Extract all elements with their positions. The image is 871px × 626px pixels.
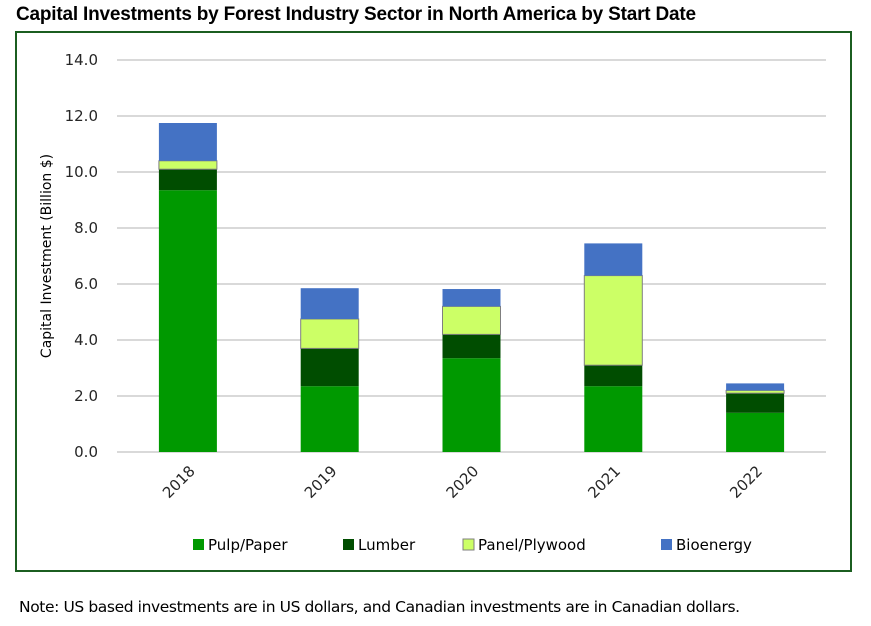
x-tick-label: 2019 [301, 462, 341, 502]
bar-pulp-paper-2021 [584, 386, 643, 452]
bar-panel-plywood-2018 [158, 160, 218, 170]
x-tick-label: 2022 [726, 462, 766, 502]
y-tick-label: 8.0 [74, 219, 98, 237]
bar-bioenergy-2019 [300, 288, 359, 319]
bar-pulp-paper-2018 [158, 190, 217, 452]
y-tick-label: 10.0 [65, 163, 98, 181]
bars [158, 123, 785, 452]
bar-panel-plywood-2022 [725, 389, 785, 394]
bar-lumber-2020 [442, 334, 501, 359]
chart-frame [15, 31, 852, 572]
legend-label: Lumber [358, 536, 416, 554]
legend-swatch [343, 539, 354, 550]
chart-title: Capital Investments by Forest Industry S… [16, 4, 696, 25]
bar-bioenergy-2022 [726, 383, 785, 391]
bar-pulp-paper-2022 [726, 412, 785, 452]
bar-panel-plywood-2019 [300, 318, 360, 349]
bar-lumber-2021 [584, 365, 643, 387]
y-tick-label: 12.0 [65, 107, 98, 125]
y-tick-label: 14.0 [65, 51, 98, 69]
legend-swatch [661, 539, 672, 550]
bar-panel-plywood-2020 [442, 305, 501, 335]
x-tick-label: 2020 [443, 462, 483, 502]
bar-lumber-2022 [726, 393, 785, 413]
legend-label: Panel/Plywood [478, 536, 586, 554]
legend-item: Lumber [343, 536, 416, 554]
y-axis-ticks: 0.0 2.0 4.0 6.0 8.0 10.0 12.0 14.0 [65, 51, 98, 461]
legend-item: Panel/Plywood [462, 536, 586, 554]
legend-item: Pulp/Paper [193, 536, 288, 554]
bar-bioenergy-2021 [584, 243, 643, 276]
bar-bioenergy-2020 [442, 289, 501, 307]
x-tick-label: 2018 [159, 462, 199, 502]
y-axis-title: Capital Investment (Billion $) [39, 154, 55, 358]
bar-pulp-paper-2020 [442, 358, 501, 452]
legend-item: Bioenergy [661, 536, 752, 554]
legend: Pulp/Paper Lumber Panel/Plywood Bioenergy [193, 536, 752, 554]
y-tick-label: 6.0 [74, 275, 98, 293]
bar-lumber-2018 [158, 169, 217, 191]
x-axis-ticks: 2018 2019 2020 2021 2022 [159, 462, 766, 502]
legend-swatch [193, 539, 204, 550]
y-tick-label: 4.0 [74, 331, 98, 349]
x-tick-label: 2021 [584, 462, 624, 502]
bar-lumber-2019 [300, 348, 359, 387]
bar-bioenergy-2018 [158, 123, 217, 161]
footnote: Note: US based investments are in US dol… [19, 598, 740, 616]
legend-label: Bioenergy [676, 536, 752, 554]
bar-pulp-paper-2019 [300, 386, 359, 452]
bar-panel-plywood-2021 [583, 275, 643, 366]
legend-swatch [462, 538, 475, 551]
legend-label: Pulp/Paper [208, 536, 288, 554]
y-tick-label: 0.0 [74, 443, 98, 461]
y-tick-label: 2.0 [74, 387, 98, 405]
